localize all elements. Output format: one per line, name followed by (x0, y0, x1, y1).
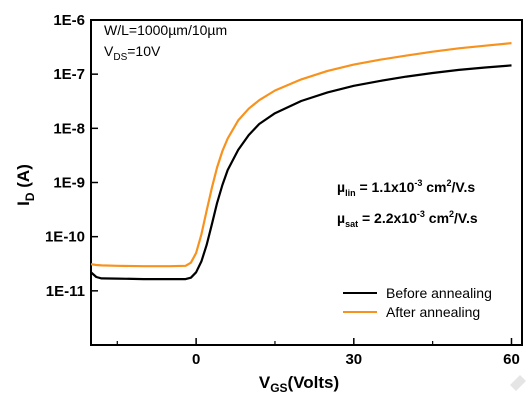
y-axis-label: ID (A) (14, 164, 37, 206)
series-line-1 (90, 42, 512, 268)
x-ticks: 0 30 60 (116, 338, 520, 368)
y-tick-label: 1E-8 (53, 120, 85, 137)
y-tick-label: 1E-6 (53, 12, 85, 29)
series-lines (90, 42, 512, 281)
mu-lin-annotation: µlin = 1.1x10-3 cm2/V.s (337, 178, 475, 198)
x-tick-label: 0 (192, 351, 200, 368)
legend-label-after: After annealing (386, 304, 480, 320)
vds-annotation: VDS=10V (104, 43, 161, 63)
corner-decoration (510, 375, 526, 391)
x-tick-label: 30 (345, 351, 362, 368)
y-tick-label: 1E-11 (46, 283, 85, 300)
y-tick-label: 1E-10 (45, 229, 85, 246)
y-ticks: 1E-11 1E-10 1E-9 1E-8 1E-7 1E-6 (45, 12, 98, 300)
x-tick-label: 60 (503, 351, 520, 368)
geometry-annotation: W/L=1000µm/10µm (104, 22, 227, 38)
y-tick-label: 1E-9 (53, 175, 85, 192)
x-axis-label: VGS(Volts) (259, 373, 339, 395)
legend: Before annealing After annealing (343, 285, 492, 320)
mu-sat-annotation: µsat = 2.2x10-3 cm2/V.s (337, 209, 478, 229)
series-line-0 (90, 64, 512, 281)
legend-label-before: Before annealing (386, 285, 492, 301)
y-tick-label: 1E-7 (53, 66, 85, 83)
